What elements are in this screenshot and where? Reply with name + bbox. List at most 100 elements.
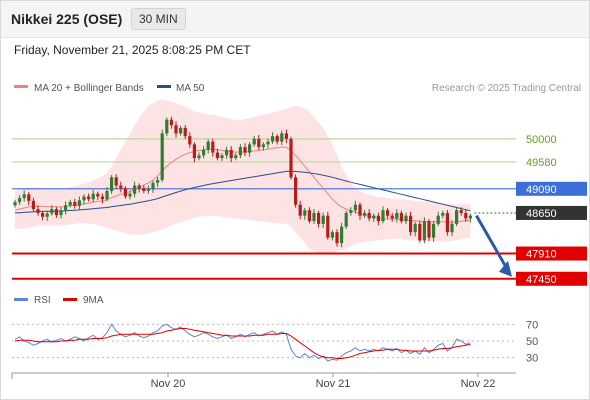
candle-body: [386, 210, 390, 216]
candle-body: [22, 194, 26, 199]
rsi-legend-label: RSI: [34, 295, 51, 306]
candle-body: [225, 149, 229, 156]
candle-body: [137, 185, 141, 189]
candle-body: [284, 133, 288, 139]
candle-body: [252, 138, 256, 145]
candle-body: [464, 212, 468, 219]
timestamp: Friday, November 21, 2025 8:08:25 PM CET: [14, 43, 251, 57]
candle-body: [326, 215, 330, 238]
level-labels: 50000 49580 49090 48650 47910 47450: [516, 134, 587, 286]
candle-body: [174, 125, 178, 134]
candle-body: [395, 212, 399, 219]
candle-body: [275, 136, 279, 142]
candle-body: [307, 210, 311, 222]
candle-body: [248, 144, 252, 153]
candle-body: [257, 138, 261, 148]
candle-body: [100, 196, 104, 200]
candle-body: [165, 119, 169, 134]
ma50-legend-swatch: [157, 85, 171, 88]
candle-body: [376, 215, 380, 222]
support-label-47910: 47910: [526, 249, 557, 261]
candle-body: [468, 215, 472, 219]
candle-body: [36, 209, 40, 213]
ma20-legend-label: MA 20 + Bollinger Bands: [34, 83, 144, 94]
rsi-ma-legend-swatch: [63, 298, 77, 301]
rsi-legend-swatch: [14, 298, 28, 301]
current-price-label-bg: [516, 205, 587, 220]
candlesticks: [13, 116, 472, 248]
timeframe-badge[interactable]: 30 MIN: [131, 8, 186, 30]
rsi-ma-legend-label: 9MA: [83, 295, 104, 306]
candle-body: [123, 188, 127, 197]
candle-body: [202, 149, 206, 156]
ma20-legend-swatch: [14, 85, 28, 88]
ma50-legend-label: MA 50: [176, 83, 205, 94]
candle-body: [133, 185, 137, 194]
rsi-tick-70: 70: [526, 319, 538, 331]
rsi-line: [14, 323, 471, 362]
candle-body: [13, 201, 17, 206]
x-tick-label: Nov 22: [461, 378, 496, 390]
moving-averages: [14, 146, 471, 223]
candle-body: [179, 127, 183, 134]
bollinger-band-area: [15, 99, 471, 255]
rsi-panel: 70 50 30: [12, 319, 538, 365]
candle-body: [229, 149, 233, 159]
candle-body: [156, 180, 160, 183]
candle-body: [303, 210, 307, 216]
x-axis: Nov 20 Nov 21 Nov 22: [11, 372, 516, 390]
candle-body: [261, 144, 265, 148]
candle-body: [110, 177, 114, 191]
candle-body: [280, 133, 284, 142]
candle-body: [128, 193, 132, 197]
projection-arrow-shaft: [475, 214, 509, 270]
candle-body: [64, 205, 68, 211]
candle-body: [372, 215, 376, 219]
candle-body: [50, 209, 54, 214]
x-tick-label: Nov 20: [151, 378, 186, 390]
candle-body: [330, 232, 334, 238]
candle-body: [459, 210, 463, 213]
instrument-title: Nikkei 225 (OSE): [11, 11, 123, 27]
candle-body: [114, 177, 118, 186]
projection-arrow-head: [499, 260, 512, 277]
candle-body: [266, 141, 270, 145]
candle-body: [445, 212, 449, 233]
candle-body: [238, 147, 242, 156]
candle-body: [119, 185, 123, 189]
candle-body: [312, 212, 316, 222]
candle-body: [197, 155, 201, 159]
candle-body: [349, 210, 353, 213]
candle-body: [91, 193, 95, 200]
candle-body: [344, 212, 348, 227]
rsi-legend: RSI 9MA: [14, 295, 104, 306]
candle-body: [289, 138, 293, 178]
candle-body: [450, 223, 454, 233]
candle-body: [18, 198, 22, 202]
candle-body: [413, 223, 417, 233]
candle-body: [192, 144, 196, 159]
resistance-label-50000: 50000: [526, 134, 557, 146]
pivot-label-49090: 49090: [526, 184, 557, 196]
header-bar: Nikkei 225 (OSE) 30 MIN: [1, 1, 589, 38]
candle-body: [427, 221, 431, 238]
rsi-ma-line: [14, 328, 471, 359]
candle-body: [455, 210, 459, 224]
candle-body: [271, 136, 275, 142]
candle-body: [151, 182, 155, 190]
candle-body: [436, 215, 440, 224]
candle-body: [381, 210, 385, 222]
candle-body: [243, 147, 247, 153]
candle-body: [298, 204, 302, 216]
candle-body: [317, 212, 321, 224]
candle-body: [87, 196, 91, 200]
ma20-line: [14, 146, 471, 223]
candle-body: [340, 226, 344, 244]
candle-body: [188, 136, 192, 145]
support-label-47450: 47450: [526, 274, 557, 286]
candle-body: [409, 215, 413, 233]
candle-body: [160, 133, 164, 181]
candle-body: [335, 232, 339, 244]
